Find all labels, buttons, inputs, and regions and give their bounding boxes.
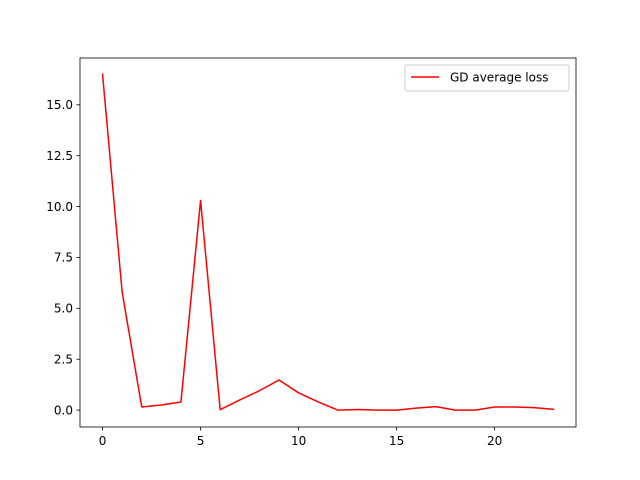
- y-tick-label: 5.0: [54, 302, 73, 316]
- x-tick-label: 15: [389, 434, 404, 448]
- axes-frame: [79, 57, 577, 428]
- legend-label: GD average loss: [450, 71, 548, 85]
- x-tick-label: 5: [197, 434, 205, 448]
- plot-area: [101, 73, 555, 411]
- y-tick-label: 10.0: [46, 200, 73, 214]
- series-line-0: [101, 73, 555, 411]
- y-tick-label: 0.0: [54, 403, 73, 417]
- legend-box: [404, 64, 570, 92]
- legend: GD average loss: [404, 64, 570, 92]
- y-tick-label: 12.5: [46, 149, 73, 163]
- x-tick-label: 10: [291, 434, 306, 448]
- y-tick-label: 2.5: [54, 352, 73, 366]
- x-tick-label: 20: [487, 434, 502, 448]
- axes: 0 5 10 15 20 0.0 2.5 5.0 7.5 10.0 12.5 15.0: [46, 57, 577, 448]
- x-tick-label: 0: [99, 434, 107, 448]
- y-tick-label: 15.0: [46, 98, 73, 112]
- y-tick-label: 7.5: [54, 251, 73, 265]
